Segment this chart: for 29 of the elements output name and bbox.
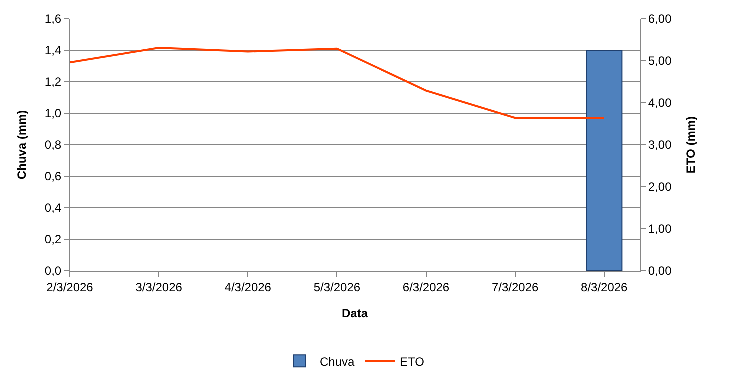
y-tick-label: 0,0 <box>44 264 62 278</box>
y-tick-label: 0,8 <box>44 138 62 152</box>
line-series <box>70 46 606 120</box>
x-tick-label: 3/3/2026 <box>136 280 183 294</box>
y-tick-label: 1,4 <box>44 44 62 58</box>
y2-tick-label: 6,00 <box>648 12 672 26</box>
y2-tick-label: 3,00 <box>648 138 672 152</box>
y2-tick-label: 0,00 <box>648 264 672 278</box>
x-axis-title: Data <box>342 306 368 320</box>
legend-label: Chuva <box>320 354 356 369</box>
legend-label: ETO <box>400 354 424 369</box>
x-tick-label: 5/3/2026 <box>314 280 361 294</box>
y2-axis-title: ETO (mm) <box>684 116 698 174</box>
y-tick-label: 1,6 <box>44 12 62 26</box>
x-tick-label: 8/3/2026 <box>581 280 628 294</box>
y-tick-label: 0,4 <box>44 201 62 216</box>
x-tick-label: 4/3/2026 <box>224 280 272 294</box>
x-tick-label: 6/3/2026 <box>402 280 450 294</box>
y2-tick-label: 5,00 <box>648 54 672 68</box>
y2-tick-label: 4,00 <box>648 96 672 110</box>
x-tick-label: 7/3/2026 <box>492 280 539 294</box>
x-tick-label: 2/3/2026 <box>46 280 94 294</box>
y-tick-label: 1,2 <box>44 75 62 90</box>
y-axis-title: Chuva (mm) <box>15 110 30 180</box>
y-tick-label: 1,0 <box>44 106 62 121</box>
y-tick-label: 0,2 <box>44 232 62 247</box>
y-tick-label: 0,6 <box>44 170 62 184</box>
y2-tick-label: 2,00 <box>648 180 672 194</box>
y2-tick-label: 1,00 <box>648 222 672 236</box>
